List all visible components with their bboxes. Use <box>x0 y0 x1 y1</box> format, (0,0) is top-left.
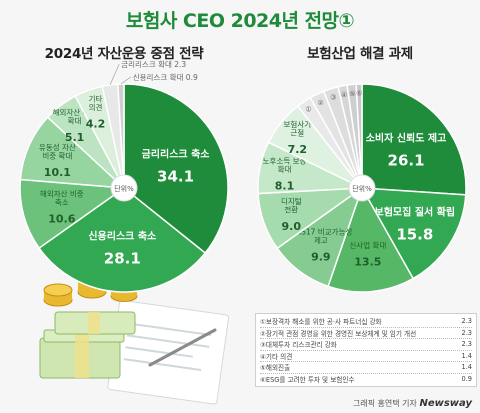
brand-logo: Newsway <box>419 398 472 409</box>
slice-value: 5.1 <box>65 131 85 144</box>
slice-label: 근절 <box>290 129 304 138</box>
slice-value: 10.1 <box>44 166 71 179</box>
slice-value: 10.6 <box>48 212 75 225</box>
unit-label: 단위% <box>114 184 134 193</box>
slice-label: 신사업 확대 <box>349 240 386 250</box>
slice-value: 9.9 <box>311 250 331 263</box>
legend-row: ⑥ESG를 고려한 투자 및 보험인수 0.9 <box>260 374 472 385</box>
footer-credit: 그래픽 홍연택 기자 Newsway <box>353 398 472 409</box>
slice-label: 확대 <box>278 164 292 174</box>
legend-text: ①보장격차 해소를 위한 공·사 파트너십 강화 <box>260 318 382 327</box>
unit-badge <box>110 174 138 202</box>
slice-label: 해외자산 비중 <box>53 107 97 117</box>
slice-label: 신용리스크 축소 <box>88 230 156 243</box>
slice-label: 보험사기 <box>284 120 312 129</box>
slice-label: ⑤ <box>349 90 355 98</box>
slice-label: 비중 확대 <box>42 151 72 161</box>
slice-value: 26.1 <box>388 151 425 169</box>
slice-value: 4.2 <box>86 117 106 130</box>
legend-text: ⑤해외진출 <box>260 364 291 373</box>
slice-label: ④ <box>341 91 347 99</box>
legend-row: ⑤해외진출 1.4 <box>260 362 472 374</box>
slice-value: 15.8 <box>396 226 433 244</box>
slice-label: 해외자산 비중 <box>40 188 84 198</box>
slice-label: 금리리스크 확대 2.3 <box>121 59 186 69</box>
legend-value: 1.4 <box>461 363 473 372</box>
slice-value: 8.1 <box>275 180 295 193</box>
legend-value: 2.3 <box>461 317 473 326</box>
slice-label: ⑥ <box>356 89 362 97</box>
slice-value: 7.2 <box>288 143 308 156</box>
pie-chart-2: 소비자 신뢰도 제고 26.1 보험모집 질서 확립 15.8 신사업 확대 13.5 IF… <box>257 83 467 293</box>
slice-label: 신용리스크 확대 0.9 <box>133 72 198 82</box>
legend-row: ③대체투자 리스크관리 강화 2.3 <box>260 339 472 351</box>
legend-value: 2.3 <box>461 340 473 349</box>
slice-label: 노후소득 보장 <box>263 156 307 166</box>
pie-slice <box>123 83 229 255</box>
legend-text: ③대체투자 리스크관리 강화 <box>260 341 337 350</box>
chart1-title: 2024년 자산운용 중점 전략 <box>44 46 204 62</box>
slice-value: 9.0 <box>282 220 302 233</box>
pie-slice <box>19 116 127 189</box>
chart2-title: 보험산업 해결 과제 <box>307 46 413 62</box>
slice-label: 전환 <box>284 205 298 215</box>
slice-label: ② <box>317 99 323 107</box>
slice-value: 28.1 <box>104 250 141 268</box>
slice-label: 제고 <box>314 236 328 245</box>
pie-slice <box>19 178 127 250</box>
legend-value: 1.4 <box>461 351 473 360</box>
slice-value: 34.1 <box>157 168 194 186</box>
slice-value: 13.5 <box>354 255 381 268</box>
slice-label: 의견 <box>89 102 103 112</box>
legend-value: 2.3 <box>461 328 473 337</box>
legend-box: ①보장격차 해소를 위한 공·사 파트너십 강화 2.3 ②장기적 관점 경영을 … <box>255 313 477 387</box>
legend-row: ④기타 의견 1.4 <box>260 351 473 362</box>
legend-row: ①보장격차 해소를 위한 공·사 파트너십 강화 2.3 <box>260 316 472 328</box>
leader-line <box>109 63 120 86</box>
pie-slice <box>360 187 467 280</box>
legend-row: ②장기적 관점 경영을 위한 경영진 보상체계 및 임기 개선 2.3 <box>260 328 473 339</box>
unit-label: 단위% <box>352 184 372 193</box>
pie-slice <box>38 187 207 293</box>
slice-label: ① <box>305 106 311 114</box>
legend-text: ④기타 의견 <box>260 352 293 361</box>
slice-label: 확대 <box>68 116 82 126</box>
credit-text: 그래픽 홍연택 기자 <box>352 399 417 408</box>
page-title: 보험사 CEO 2024년 전망① <box>125 10 355 32</box>
legend-text: ②장기적 관점 경영을 위한 경영진 보상체계 및 임기 개선 <box>260 329 417 338</box>
slice-label: 금리리스크 축소 <box>142 148 210 161</box>
pie-slice <box>117 83 125 189</box>
legend-value: 0.9 <box>461 374 473 383</box>
slice-label: IFRS17 비교가능성 <box>289 227 352 236</box>
slice-label: ③ <box>330 94 336 102</box>
pie-slice <box>355 83 363 189</box>
pie-slice <box>361 83 467 196</box>
slice-label: 보험모집 질서 확립 <box>375 206 456 219</box>
pie-slice <box>327 186 415 293</box>
slice-label: 디지털 <box>281 197 302 206</box>
unit-badge <box>348 174 376 202</box>
slice-label: 기타 <box>89 94 103 103</box>
slice-label: 유동성 자산 <box>39 142 76 152</box>
slice-label: 축소 <box>55 198 69 207</box>
slice-label: 소비자 신뢰도 제고 <box>366 131 447 144</box>
legend-text: ⑥ESG를 고려한 투자 및 보험인수 <box>260 375 355 384</box>
leader-line <box>120 76 131 85</box>
